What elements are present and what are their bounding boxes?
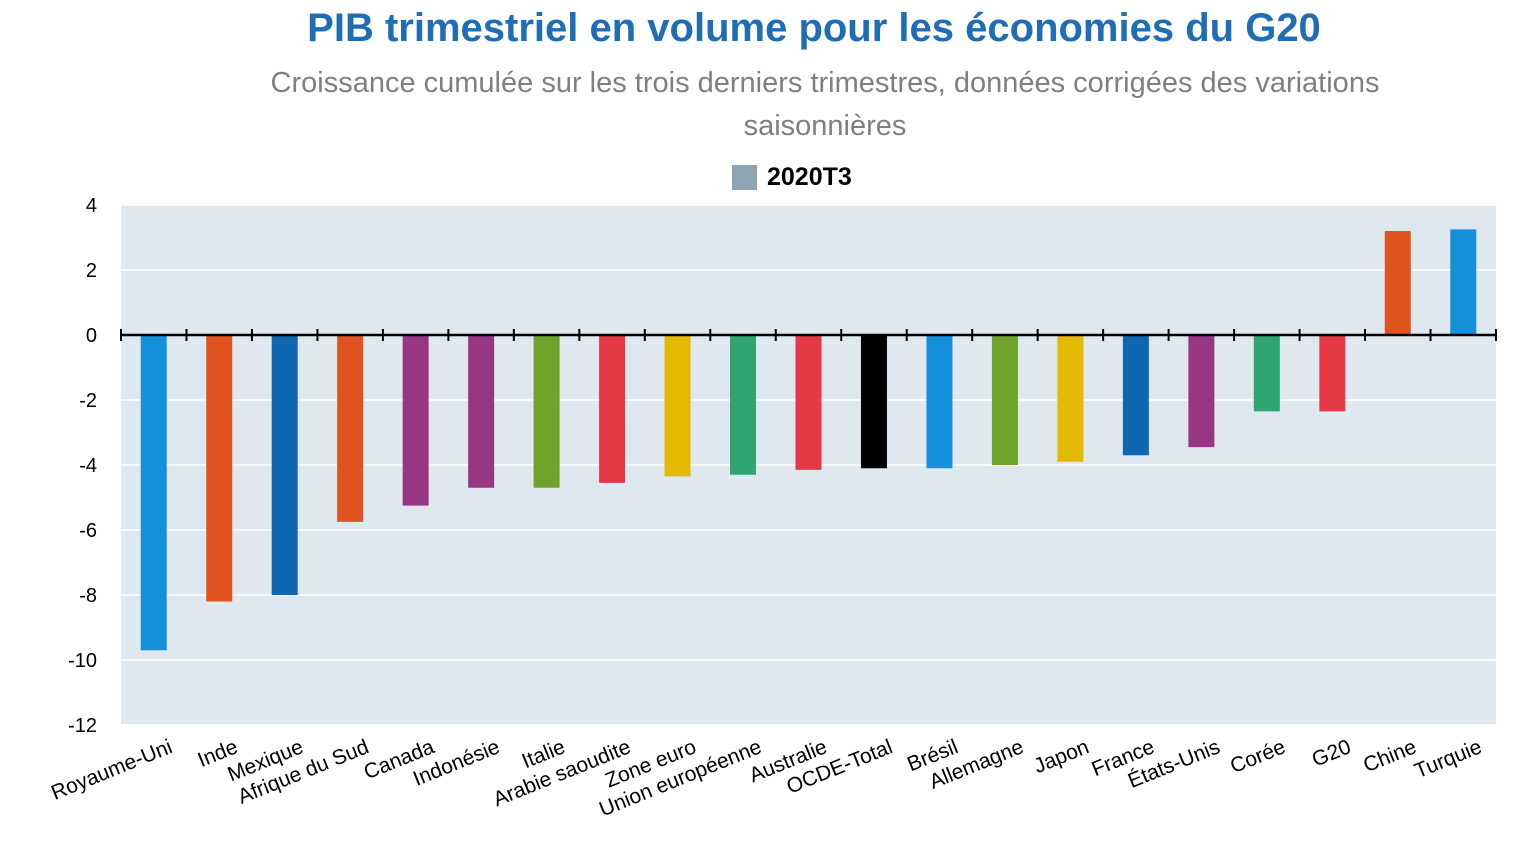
y-tick-label: -8 — [79, 585, 97, 607]
bar-Allemagne — [991, 335, 1018, 465]
legend: 2020T3 — [732, 162, 852, 192]
bar-Arabie saoudite — [599, 335, 626, 483]
bar-Indonésie — [468, 335, 495, 488]
chart-subtitle: Croissance cumulée sur les trois dernier… — [270, 67, 1380, 142]
x-tick-label: Japon — [1031, 735, 1093, 778]
x-tick-label: Chine — [1360, 735, 1419, 777]
bar-Corée — [1253, 335, 1280, 412]
bar-Inde — [206, 335, 233, 602]
y-tick-label: 4 — [86, 195, 97, 217]
bar-Mexique — [271, 335, 298, 595]
chart-title: PIB trimestriel en volume pour les écono… — [307, 6, 1321, 50]
x-tick-label: Turquie — [1411, 735, 1485, 783]
bar-Australie — [795, 335, 822, 470]
bar-Italie — [533, 335, 560, 488]
bar-Chine — [1384, 231, 1411, 335]
y-tick-label: -12 — [68, 715, 97, 737]
bar-États-Unis — [1188, 335, 1215, 448]
bar-France — [1122, 335, 1149, 456]
legend-label: 2020T3 — [767, 162, 852, 191]
legend-swatch — [732, 164, 757, 190]
y-tick-label: -2 — [79, 390, 97, 412]
bar-Japon — [1057, 335, 1084, 462]
x-tick-label: Corée — [1227, 735, 1289, 778]
bar-Royaume-Uni — [140, 335, 167, 651]
bar-Turquie — [1450, 229, 1477, 335]
y-tick-label: 2 — [86, 260, 97, 282]
bar-OCDE-Total — [860, 335, 887, 469]
bar-Zone euro — [664, 335, 691, 477]
bar-Afrique du Sud — [337, 335, 364, 522]
y-tick-label: -10 — [68, 650, 97, 672]
bar-Brésil — [926, 335, 953, 469]
bar-G20 — [1319, 335, 1346, 412]
y-tick-label: -4 — [79, 455, 97, 477]
y-tick-label: 0 — [86, 325, 97, 347]
bar-Canada — [402, 335, 429, 506]
x-tick-label: Royaume-Uni — [48, 735, 176, 804]
x-tick-label: G20 — [1309, 735, 1354, 771]
y-tick-label: -6 — [79, 520, 97, 542]
bar-Union européenne — [730, 335, 757, 475]
